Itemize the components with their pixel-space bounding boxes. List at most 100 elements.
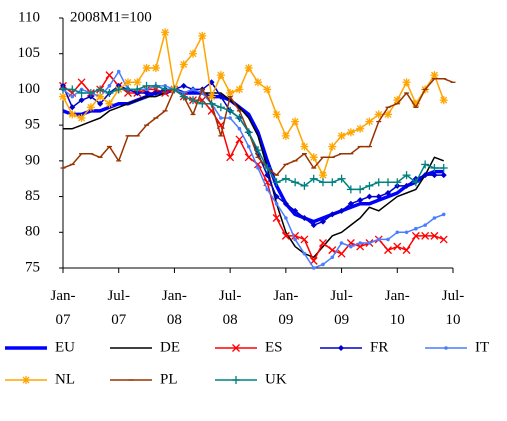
data-point [86, 103, 95, 112]
data-point [114, 85, 123, 94]
y-tick-label: 100 [18, 81, 41, 97]
marker-shape [97, 100, 104, 107]
data-point [96, 85, 105, 94]
data-point [320, 218, 326, 225]
data-point [402, 171, 411, 180]
marker-shape [375, 193, 382, 200]
data-point [439, 164, 448, 172]
data-point [281, 231, 290, 240]
data-point [161, 85, 170, 94]
marker-shape [116, 69, 121, 74]
marker-shape [152, 90, 159, 96]
data-point [393, 178, 402, 187]
data-point [376, 237, 381, 242]
legend-label: DE [160, 339, 180, 355]
marker-stroke [412, 100, 420, 108]
marker-stroke [338, 132, 346, 140]
data-point [319, 178, 327, 187]
data-point [337, 249, 346, 258]
data-point [393, 242, 402, 251]
marker-stroke [282, 132, 290, 140]
marker-shape [69, 104, 76, 111]
data-point [189, 49, 197, 58]
marker-stroke [402, 246, 411, 255]
marker-shape [228, 116, 232, 120]
data-point [346, 185, 355, 194]
y-tick-label: 110 [18, 9, 40, 25]
data-point [328, 142, 337, 151]
marker-stroke [411, 231, 420, 240]
data-point [347, 200, 354, 207]
data-point [151, 81, 160, 90]
data-point [311, 266, 316, 270]
data-point [300, 181, 309, 190]
data-point [395, 230, 400, 235]
legend-marker [444, 346, 448, 350]
data-point [431, 172, 438, 179]
data-point [161, 28, 170, 37]
marker-stroke [300, 143, 308, 151]
data-point [116, 69, 121, 74]
data-point [375, 193, 382, 200]
data-point [246, 144, 251, 149]
legend-label: NL [55, 371, 75, 387]
data-point [440, 172, 447, 179]
data-point [124, 85, 132, 94]
marker-shape [338, 345, 344, 351]
marker-stroke [244, 153, 253, 162]
data-point [133, 85, 142, 94]
marker-shape [386, 237, 390, 242]
marker-stroke [143, 64, 151, 72]
marker-stroke [226, 153, 235, 162]
data-point [69, 104, 76, 111]
marker-stroke [430, 71, 438, 79]
data-point [207, 99, 216, 108]
data-point [77, 78, 86, 87]
data-point [59, 92, 67, 101]
data-point [263, 164, 272, 172]
marker-shape [366, 193, 373, 200]
marker-shape [338, 207, 345, 214]
data-point [321, 262, 325, 267]
legend-label: UK [265, 371, 287, 387]
marker-stroke [328, 143, 336, 151]
marker-stroke [281, 231, 290, 240]
data-point [207, 92, 216, 101]
data-point [244, 153, 253, 162]
data-point [422, 172, 429, 179]
legend-marker [338, 345, 344, 351]
data-point [404, 230, 409, 235]
marker-stroke [254, 160, 262, 169]
data-point [439, 235, 448, 244]
y-tick-label: 90 [25, 152, 40, 168]
data-point [59, 85, 67, 94]
data-point [265, 187, 270, 192]
marker-shape [321, 262, 325, 267]
legend-label: EU [55, 339, 75, 355]
marker-stroke [300, 235, 309, 244]
marker-shape [357, 197, 364, 204]
marker-shape [404, 230, 409, 235]
marker-shape [282, 200, 289, 207]
marker-shape [329, 211, 336, 218]
data-point [384, 178, 392, 187]
data-point [254, 146, 262, 155]
marker-shape [414, 226, 418, 231]
data-point [300, 235, 309, 244]
data-point [105, 99, 114, 108]
data-point [319, 171, 327, 180]
data-point [284, 216, 288, 220]
data-point [219, 116, 223, 120]
marker-stroke [365, 118, 373, 126]
marker-shape [107, 84, 112, 88]
marker-shape [265, 187, 270, 192]
marker-stroke [161, 28, 169, 36]
marker-shape [264, 172, 271, 179]
marker-stroke [87, 103, 95, 111]
data-point [273, 193, 280, 200]
legend-label: PL [160, 371, 178, 387]
marker-stroke [198, 32, 206, 40]
marker-stroke [393, 96, 401, 104]
marker-shape [320, 218, 326, 225]
x-tick-label: Jul-08 [218, 288, 242, 328]
